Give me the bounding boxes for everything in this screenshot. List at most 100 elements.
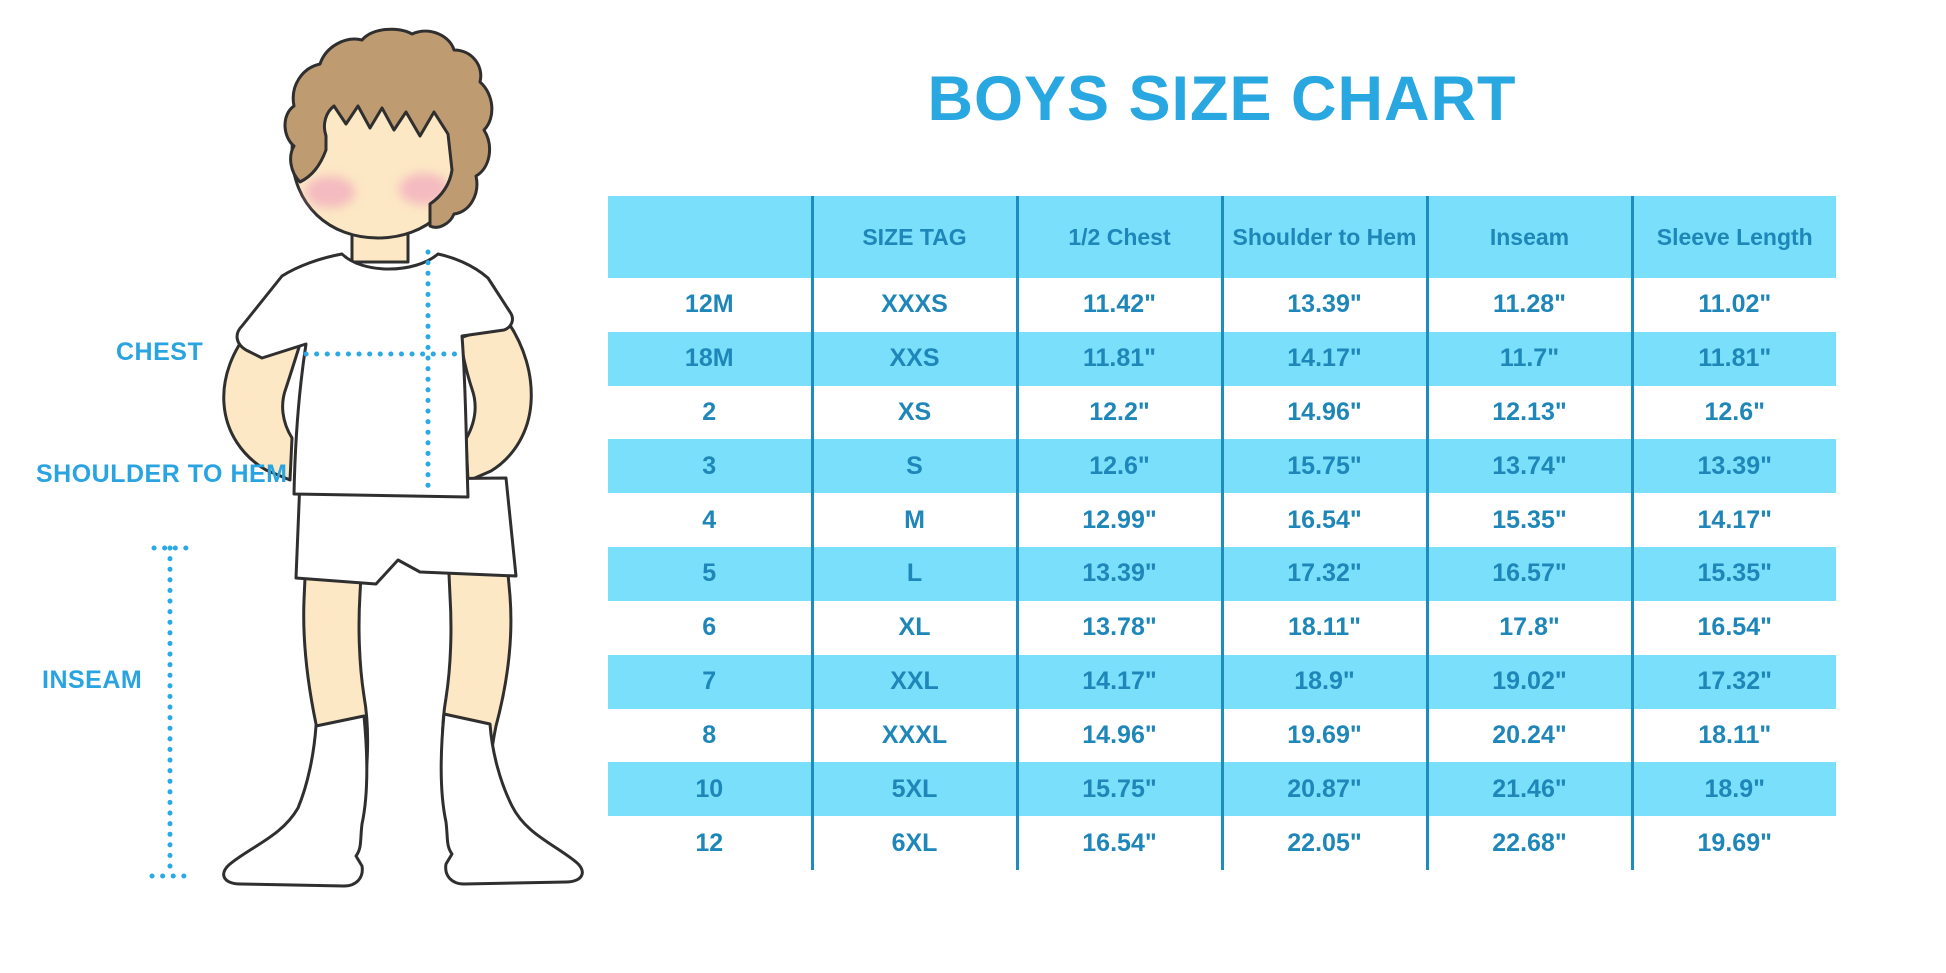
- size-cell: 6: [608, 600, 812, 655]
- header-row: SIZE TAG 1/2 Chest Shoulder to Hem Inseam Sl…: [608, 196, 1836, 278]
- measurement-cell: 16.54": [1220, 493, 1427, 548]
- measurement-cell: 17.32": [1220, 547, 1427, 601]
- table-row: 5 L 13.39" 17.32" 16.57" 15.35": [608, 547, 1836, 601]
- size-tag-cell: L: [810, 547, 1017, 601]
- column-header: Shoulder to Hem: [1220, 196, 1427, 278]
- measurement-cell: 15.75": [1220, 439, 1427, 494]
- measurement-cell: 22.05": [1220, 816, 1427, 870]
- size-cell: 12: [608, 816, 812, 870]
- measurement-cell: 12.6": [1630, 385, 1836, 440]
- size-tag-cell: M: [810, 493, 1017, 548]
- measurement-cell: 16.54": [1015, 816, 1222, 870]
- measurement-cell: 14.17": [1630, 493, 1836, 548]
- measurement-cell: 15.75": [1015, 762, 1222, 817]
- measurement-cell: 11.7": [1425, 331, 1632, 386]
- size-tag-cell: S: [810, 439, 1017, 494]
- measurement-cell: 12.6": [1015, 439, 1222, 494]
- column-header: Inseam: [1425, 196, 1632, 278]
- boy-illustration: [149, 27, 584, 888]
- size-tag-cell: XXL: [810, 654, 1017, 709]
- inseam-label: INSEAM: [42, 666, 143, 694]
- size-tag-cell: XS: [810, 385, 1017, 440]
- size-cell: 8: [608, 708, 812, 763]
- size-tag-cell: 5XL: [810, 762, 1017, 817]
- measurement-cell: 12.13": [1425, 385, 1632, 440]
- size-tag-cell: XXS: [810, 331, 1017, 386]
- boy-hair: [283, 27, 494, 229]
- size-cell: 12M: [608, 278, 812, 332]
- measurement-cell: 18.11": [1220, 600, 1427, 655]
- table-row: 7 XXL 14.17" 18.9" 19.02" 17.32": [608, 654, 1836, 709]
- table-row: 4 M 12.99" 16.54" 15.35" 14.17": [608, 493, 1836, 548]
- boy-blush-left: [305, 176, 355, 208]
- measurement-cell: 14.17": [1220, 331, 1427, 386]
- measurement-cell: 18.9": [1630, 762, 1836, 817]
- boy-shorts: [294, 476, 518, 586]
- size-tag-cell: 6XL: [810, 816, 1017, 870]
- size-cell: 10: [608, 762, 812, 817]
- column-header: Sleeve Length: [1630, 196, 1836, 278]
- size-cell: 4: [608, 493, 812, 548]
- measurement-cell: 13.39": [1015, 547, 1222, 601]
- measurement-cell: 21.46": [1425, 762, 1632, 817]
- table-row: 12 6XL 16.54" 22.05" 22.68" 19.69": [608, 816, 1836, 870]
- size-cell: 3: [608, 439, 812, 494]
- column-header: 1/2 Chest: [1015, 196, 1222, 278]
- size-tag-cell: XL: [810, 600, 1017, 655]
- measurement-cell: 19.02": [1425, 654, 1632, 709]
- measurement-cell: 18.11": [1630, 708, 1836, 763]
- page-title: BOYS SIZE CHART: [927, 64, 1517, 134]
- column-header: [608, 196, 812, 278]
- measurement-cell: 20.24": [1425, 708, 1632, 763]
- size-tag-cell: XXXS: [810, 278, 1017, 332]
- measurement-cell: 19.69": [1220, 708, 1427, 763]
- measurement-cell: 11.81": [1630, 331, 1836, 386]
- measurement-cell: 11.42": [1015, 278, 1222, 332]
- measurement-cell: 14.96": [1015, 708, 1222, 763]
- table-row: 12M XXXS 11.42" 13.39" 11.28" 11.02": [608, 278, 1836, 332]
- table-row: 8 XXXL 14.96" 19.69" 20.24" 18.11": [608, 708, 1836, 763]
- measurement-cell: 12.99": [1015, 493, 1222, 548]
- measurement-cell: 15.35": [1425, 493, 1632, 548]
- measurement-cell: 15.35": [1630, 547, 1836, 601]
- size-cell: 7: [608, 654, 812, 709]
- measurement-cell: 11.28": [1425, 278, 1632, 332]
- chest-label: CHEST: [116, 338, 204, 366]
- measurement-cell: 16.54": [1630, 600, 1836, 655]
- measurement-cell: 11.02": [1630, 278, 1836, 332]
- measurement-cell: 13.39": [1630, 439, 1836, 494]
- measurement-cell: 22.68": [1425, 816, 1632, 870]
- measurement-cell: 17.32": [1630, 654, 1836, 709]
- table-row: 10 5XL 15.75" 20.87" 21.46" 18.9": [608, 762, 1836, 817]
- size-cell: 18M: [608, 331, 812, 386]
- measurement-cell: 16.57": [1425, 547, 1632, 601]
- measurement-cell: 13.78": [1015, 600, 1222, 655]
- size-table: SIZE TAG 1/2 Chest Shoulder to Hem Inseam Sl…: [608, 196, 1836, 870]
- size-table-header: SIZE TAG 1/2 Chest Shoulder to Hem Inseam Sl…: [608, 196, 1836, 278]
- boy-right-sock: [439, 712, 584, 886]
- table-row: 6 XL 13.78" 18.11" 17.8" 16.54": [608, 600, 1836, 655]
- measurement-cell: 17.8": [1425, 600, 1632, 655]
- table-row: 18M XXS 11.81" 14.17" 11.7" 11.81": [608, 331, 1836, 386]
- measurement-cell: 11.81": [1015, 331, 1222, 386]
- size-tag-cell: XXXL: [810, 708, 1017, 763]
- size-cell: 2: [608, 385, 812, 440]
- measurement-cell: 14.96": [1220, 385, 1427, 440]
- measurement-cell: 18.9": [1220, 654, 1427, 709]
- table-row: 3 S 12.6" 15.75" 13.74" 13.39": [608, 439, 1836, 494]
- measurement-cell: 13.74": [1425, 439, 1632, 494]
- boy-shirt: [235, 252, 514, 499]
- size-table-body: 12M XXXS 11.42" 13.39" 11.28" 11.02" 18M XXS 11.…: [608, 278, 1836, 870]
- boy-left-sock: [222, 714, 369, 888]
- measurement-cell: 12.2": [1015, 385, 1222, 440]
- measurement-cell: 14.17": [1015, 654, 1222, 709]
- size-cell: 5: [608, 547, 812, 601]
- measurement-cell: 19.69": [1630, 816, 1836, 870]
- measurement-cell: 20.87": [1220, 762, 1427, 817]
- measurement-cell: 13.39": [1220, 278, 1427, 332]
- column-header: SIZE TAG: [810, 196, 1017, 278]
- shoulder-to-hem-label: SHOULDER TO HEM: [36, 460, 288, 488]
- boy-left-arm: [222, 326, 304, 482]
- boy-right-arm: [458, 320, 533, 483]
